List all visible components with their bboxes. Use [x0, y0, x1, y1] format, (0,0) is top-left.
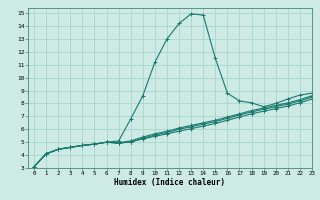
X-axis label: Humidex (Indice chaleur): Humidex (Indice chaleur): [115, 178, 226, 187]
